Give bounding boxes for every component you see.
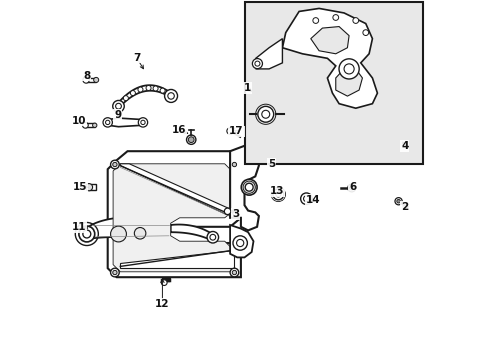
Circle shape [113, 162, 117, 167]
Polygon shape [107, 151, 241, 277]
Circle shape [110, 268, 119, 277]
Circle shape [261, 110, 269, 118]
Circle shape [300, 193, 311, 204]
Circle shape [141, 120, 145, 125]
Text: 4: 4 [400, 141, 407, 151]
Text: 1: 1 [243, 83, 250, 93]
Circle shape [92, 123, 97, 127]
Text: 13: 13 [269, 186, 284, 196]
Circle shape [394, 132, 401, 139]
Circle shape [113, 270, 117, 275]
Circle shape [105, 120, 110, 125]
Circle shape [332, 15, 338, 21]
Circle shape [349, 186, 353, 190]
Text: 15: 15 [72, 182, 87, 192]
Polygon shape [120, 250, 233, 268]
Text: 10: 10 [72, 116, 86, 126]
Text: 16: 16 [171, 125, 186, 135]
Circle shape [164, 89, 177, 102]
Circle shape [232, 270, 236, 275]
Circle shape [115, 103, 121, 109]
Circle shape [352, 18, 358, 23]
Polygon shape [335, 69, 362, 96]
Circle shape [82, 122, 88, 128]
Circle shape [79, 226, 95, 242]
Text: 17: 17 [229, 126, 244, 136]
Text: 3: 3 [231, 209, 239, 219]
Circle shape [186, 135, 196, 144]
Circle shape [134, 228, 145, 239]
Bar [244, 2, 422, 164]
Polygon shape [255, 39, 282, 69]
Circle shape [230, 160, 238, 169]
Circle shape [254, 61, 260, 66]
Circle shape [123, 96, 128, 101]
Circle shape [396, 199, 400, 203]
Polygon shape [282, 8, 377, 108]
Circle shape [272, 189, 283, 200]
Circle shape [232, 236, 247, 250]
Circle shape [244, 183, 253, 191]
Circle shape [146, 85, 151, 90]
Circle shape [188, 137, 194, 143]
Circle shape [103, 118, 112, 127]
Polygon shape [120, 164, 233, 218]
Circle shape [257, 106, 273, 122]
Circle shape [312, 18, 318, 23]
Text: 9: 9 [114, 110, 121, 120]
Circle shape [303, 196, 309, 202]
Polygon shape [113, 164, 233, 272]
Circle shape [110, 160, 119, 169]
Circle shape [138, 118, 147, 127]
Circle shape [113, 100, 124, 112]
Circle shape [344, 64, 353, 74]
Circle shape [153, 86, 158, 91]
Polygon shape [86, 217, 170, 239]
Text: 8: 8 [83, 71, 90, 81]
Polygon shape [230, 146, 258, 230]
Text: 14: 14 [305, 195, 320, 205]
Circle shape [94, 77, 99, 82]
Circle shape [230, 268, 238, 277]
Circle shape [160, 88, 165, 93]
Polygon shape [170, 225, 212, 240]
Bar [85, 123, 95, 127]
Circle shape [82, 230, 91, 238]
Circle shape [243, 181, 255, 193]
Circle shape [167, 93, 174, 99]
Text: 7: 7 [133, 53, 140, 63]
Text: 11: 11 [72, 222, 86, 232]
Bar [89, 184, 96, 190]
Circle shape [241, 179, 257, 195]
Circle shape [226, 128, 233, 134]
Circle shape [252, 59, 262, 69]
Circle shape [85, 184, 92, 191]
Circle shape [394, 198, 401, 205]
Polygon shape [107, 118, 143, 127]
Circle shape [161, 280, 167, 285]
Text: 12: 12 [155, 299, 169, 309]
Circle shape [82, 77, 89, 83]
Bar [86, 78, 96, 82]
Circle shape [396, 134, 400, 138]
Circle shape [138, 87, 142, 92]
Text: 5: 5 [267, 159, 275, 169]
Text: 2: 2 [400, 202, 407, 212]
Circle shape [110, 226, 126, 242]
Circle shape [232, 162, 236, 167]
Circle shape [209, 234, 215, 240]
Circle shape [275, 192, 280, 197]
Polygon shape [310, 27, 348, 54]
Text: 6: 6 [348, 182, 355, 192]
Circle shape [224, 208, 230, 215]
Circle shape [347, 184, 355, 192]
Circle shape [362, 30, 368, 36]
Circle shape [236, 239, 244, 247]
Polygon shape [230, 225, 253, 257]
Circle shape [130, 91, 135, 96]
Circle shape [338, 59, 359, 79]
Circle shape [206, 231, 218, 243]
Polygon shape [118, 85, 171, 109]
